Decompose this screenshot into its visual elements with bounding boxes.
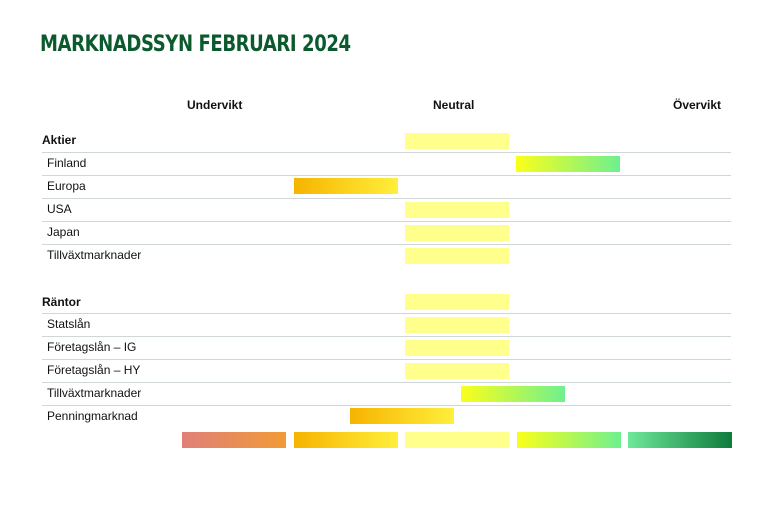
- section-bar-rantor: [405, 294, 509, 310]
- row-bar-statslan: [405, 317, 509, 333]
- divider: [42, 336, 731, 337]
- row-bar-tillvaxt-aktier: [405, 248, 509, 264]
- row-label-foretagslan-ig: Företagslån – IG: [47, 340, 137, 354]
- row-bar-japan: [405, 225, 509, 241]
- legend-swatch-strong-overweight: [628, 432, 732, 448]
- section-bar-aktier: [405, 133, 509, 149]
- row-bar-europa: [294, 178, 398, 194]
- row-bar-penningmarknad: [349, 408, 454, 424]
- legend-swatch-underweight: [294, 432, 398, 448]
- row-label-japan: Japan: [47, 225, 80, 239]
- divider: [42, 313, 731, 314]
- divider: [42, 405, 731, 406]
- section-label-rantor: Räntor: [42, 295, 81, 309]
- row-bar-usa: [405, 202, 509, 218]
- divider: [42, 175, 731, 176]
- row-label-tillvaxt-rantor: Tillväxtmarknader: [47, 386, 142, 400]
- row-label-statslan: Statslån: [47, 317, 91, 331]
- row-label-finland: Finland: [47, 156, 87, 170]
- scale-label-overweight: Övervikt: [673, 98, 722, 112]
- row-bar-finland: [516, 156, 620, 172]
- row-label-usa: USA: [47, 202, 72, 216]
- divider: [42, 152, 731, 153]
- divider: [42, 244, 731, 245]
- section-label-aktier: Aktier: [42, 133, 77, 147]
- legend-swatch-overweight: [517, 432, 621, 448]
- divider: [42, 198, 731, 199]
- divider: [42, 359, 731, 360]
- divider: [42, 221, 731, 222]
- divider: [42, 382, 731, 383]
- legend-swatch-neutral: [405, 432, 509, 448]
- scale-label-neutral: Neutral: [433, 98, 475, 112]
- row-bar-tillvaxt-rantor: [460, 386, 565, 402]
- legend-swatch-strong-underweight: [182, 432, 286, 448]
- row-label-europa: Europa: [47, 179, 86, 193]
- row-bar-foretagslan-hy: [405, 363, 509, 379]
- page-title: MARKNADSSYN FEBRUARI 2024: [40, 32, 351, 57]
- row-label-tillvaxt-aktier: Tillväxtmarknader: [47, 248, 142, 262]
- row-bar-foretagslan-ig: [405, 340, 509, 356]
- row-label-penningmarknad: Penningmarknad: [47, 409, 138, 423]
- row-label-foretagslan-hy: Företagslån – HY: [47, 363, 141, 377]
- scale-label-underweight: Undervikt: [187, 98, 243, 112]
